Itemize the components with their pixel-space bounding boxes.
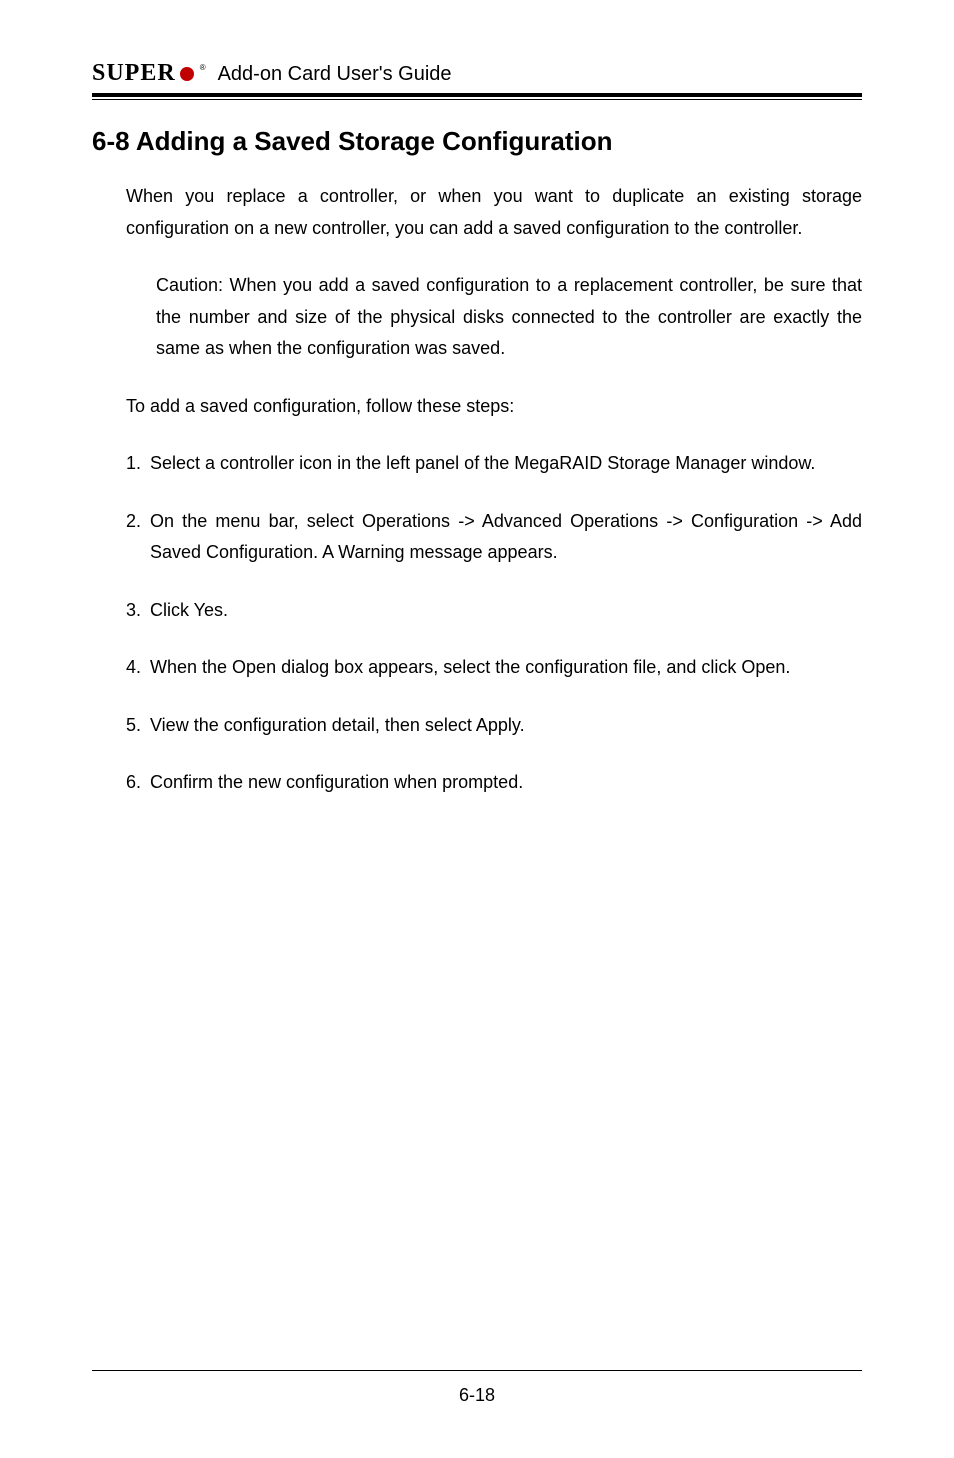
step-item: Confirm the new configuration when promp… xyxy=(126,767,862,799)
step-item: Select a controller icon in the left pan… xyxy=(126,448,862,480)
step-item: When the Open dialog box appears, select… xyxy=(126,652,862,684)
brand-registered-mark: ® xyxy=(200,63,206,72)
step-item: On the menu bar, select Operations -> Ad… xyxy=(126,506,862,569)
brand-logo-text: SUPER xyxy=(92,60,176,87)
caution-paragraph: Caution: When you add a saved configurat… xyxy=(156,270,862,365)
footer-rule xyxy=(92,1370,862,1371)
page-footer: 6-18 xyxy=(92,1370,862,1406)
header-rule-thick xyxy=(92,93,862,97)
intro-paragraph: When you replace a controller, or when y… xyxy=(126,181,862,244)
steps-list: Select a controller icon in the left pan… xyxy=(126,448,862,799)
header-rule-thin xyxy=(92,99,862,100)
step-item: View the configuration detail, then sele… xyxy=(126,710,862,742)
page-number: 6-18 xyxy=(92,1385,862,1406)
running-header: SUPER ® Add-on Card User's Guide xyxy=(92,60,862,87)
section-heading: 6-8 Adding a Saved Storage Configuration xyxy=(92,126,862,157)
steps-intro: To add a saved configuration, follow the… xyxy=(126,391,862,423)
brand-logo-dot-icon xyxy=(180,67,194,81)
step-item: Click Yes. xyxy=(126,595,862,627)
document-page: SUPER ® Add-on Card User's Guide 6-8 Add… xyxy=(0,0,954,799)
guide-title: Add-on Card User's Guide xyxy=(218,63,452,86)
